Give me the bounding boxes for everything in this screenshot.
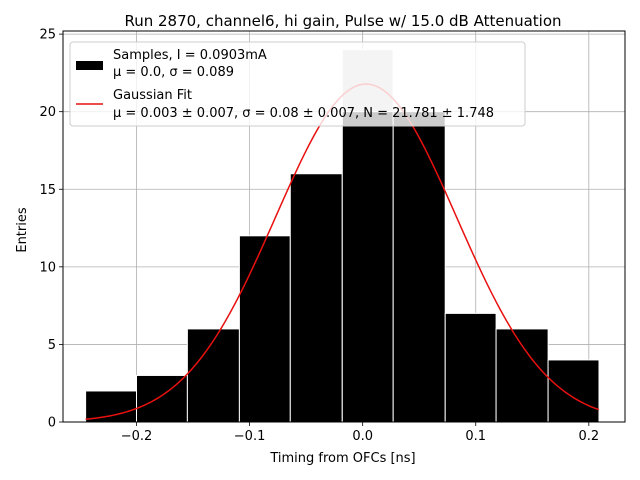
chart-title: Run 2870, channel6, hi gain, Pulse w/ 15… <box>124 12 561 30</box>
x-axis-ticks: −0.2 −0.1 0.0 0.1 0.2 <box>121 422 599 444</box>
y-tick-label: 10 <box>39 260 56 275</box>
histogram-bar <box>85 390 138 423</box>
y-axis-label: Entries <box>15 207 30 253</box>
y-tick-label: 5 <box>48 338 56 353</box>
histogram-bar <box>444 312 497 423</box>
histogram-bar-overlay <box>341 111 394 423</box>
legend-samples-stats: μ = 0.0, σ = 0.089 <box>113 65 234 80</box>
y-tick-label: 0 <box>48 416 56 431</box>
y-tick-label: 25 <box>39 28 56 43</box>
x-axis-label: Timing from OFCs [ns] <box>269 451 415 466</box>
x-tick-label: 0.0 <box>352 429 373 444</box>
legend-frame <box>69 41 526 127</box>
histogram-bars <box>85 49 600 423</box>
y-tick-label: 15 <box>39 183 56 198</box>
legend-samples-marker <box>76 61 103 70</box>
histogram-bar <box>547 359 600 423</box>
histogram-bar <box>186 328 240 423</box>
histogram-bar <box>495 328 549 423</box>
legend-fit-label: Gaussian Fit <box>113 88 192 103</box>
legend-fit-stats: μ = 0.003 ± 0.007, σ = 0.08 ± 0.007, N =… <box>113 106 494 121</box>
histogram-bar <box>289 173 343 423</box>
x-tick-label: −0.1 <box>234 429 266 444</box>
y-tick-label: 20 <box>39 105 56 120</box>
x-tick-label: 0.2 <box>578 429 599 444</box>
legend-samples-label: Samples, I = 0.0903mA <box>113 48 267 63</box>
histogram-bar <box>392 111 446 423</box>
legend: Samples, I = 0.0903mA μ = 0.0, σ = 0.089… <box>69 41 526 127</box>
histogram-bar <box>238 235 291 423</box>
x-tick-label: 0.1 <box>465 429 486 444</box>
x-tick-label: −0.2 <box>121 429 153 444</box>
y-axis-ticks: 0 5 10 15 20 25 <box>39 28 63 431</box>
plot-area-frame <box>62 30 626 423</box>
